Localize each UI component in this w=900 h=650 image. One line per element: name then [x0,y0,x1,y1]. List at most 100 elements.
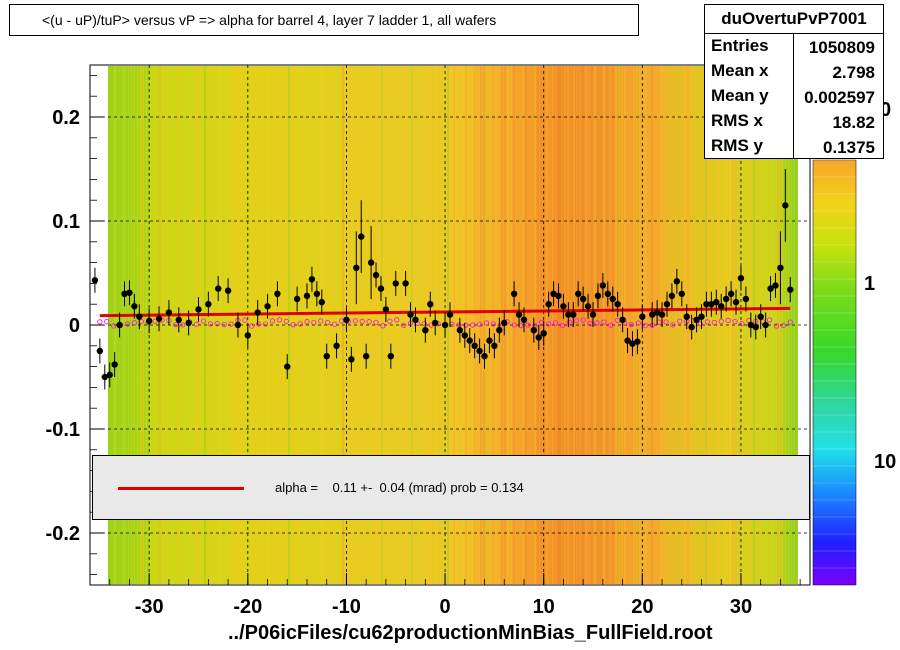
open-marker [421,321,427,327]
profile-point [165,309,173,316]
profile-point [663,301,671,308]
colorbar-label-0: 0 [880,99,891,121]
profile-point [466,337,473,344]
open-marker [249,323,255,329]
heatmap-stripe [363,66,365,584]
profile-point [520,316,528,323]
heatmap-stripe [267,66,269,584]
heatmap-stripe [213,66,215,584]
profile-point [688,323,695,331]
open-marker [401,322,407,328]
open-marker [704,319,711,325]
open-marker [262,321,269,327]
profile-point [358,233,365,240]
heatmap-stripe [219,66,221,584]
x-tick-label: 20 [631,596,653,618]
profile-point [491,342,498,349]
open-marker [490,321,496,327]
profile-point [274,290,281,297]
profile-point [619,316,626,323]
profile-point [456,327,464,334]
heatmap-stripe [423,66,425,584]
open-marker [387,318,393,324]
profile-point [224,287,232,294]
stats-value: 18.82 [832,113,875,132]
open-marker [511,322,517,328]
profile-point [303,292,311,300]
profile-point [575,290,582,297]
profile-point [604,290,612,297]
profile-point [629,340,636,347]
open-marker [773,323,780,329]
open-marker [470,322,476,328]
heatmap-stripe [675,66,677,584]
heatmap-stripe [585,66,587,584]
heatmap-stripe [513,66,515,584]
open-marker [483,320,490,326]
profile-point [412,316,419,323]
open-marker [559,322,566,329]
stats-row-entries: Entries 1050809 [705,34,883,59]
open-marker [359,318,365,324]
profile-point [762,321,769,329]
profile-point [510,290,518,297]
heatmap-stripe [477,66,479,584]
heatmap-stripe [369,66,371,584]
heatmap-stripe [165,66,167,584]
open-marker [104,319,110,325]
open-marker [318,318,324,324]
heatmap-stripe [531,66,533,584]
open-marker [546,321,552,327]
heatmap-stripe [243,66,245,584]
profile-point [481,353,488,360]
open-marker [221,321,227,328]
profile-point [136,313,143,320]
profile-point [757,313,764,320]
heatmap-stripe [483,66,485,584]
profile-point [175,316,182,323]
heatmap-stripe [711,66,713,584]
x-tick-label: -20 [233,596,262,618]
open-marker [193,321,200,327]
heatmap-stripe [717,66,719,584]
profile-point [772,282,779,289]
profile-point [639,313,646,320]
heatmap-stripe [357,66,359,584]
stats-name: duOvertuPvP7001 [705,5,883,34]
fit-legend: alpha = 0.11 +- 0.04 (mrad) prob = 0.134 [92,455,810,520]
profile-point [377,285,385,292]
open-marker [352,318,358,324]
open-marker [635,320,641,326]
colorbar-bands [813,159,856,569]
profile-point [185,319,192,327]
heatmap-stripe [561,66,563,584]
profile-point [708,301,715,308]
heatmap-stripe [609,66,611,584]
profile-point [427,301,434,308]
heatmap-stripe [417,66,419,584]
stats-key: RMS y [711,136,763,155]
plot-title-text: <(u - uP)/tuP> versus vP => alpha for ba… [42,12,497,28]
stats-key: Entries [711,36,769,55]
heatmap-stripe [387,66,389,584]
heatmap-stripe [669,66,671,584]
profile-point [234,321,242,329]
heatmap-stripe [537,66,539,584]
colorbar [812,159,857,586]
heatmap-stripe [471,66,473,584]
heatmap-stripe [663,66,665,584]
profile-point [106,371,113,379]
heatmap-stripe [135,66,137,584]
profile-point [742,295,750,303]
open-marker [242,317,248,323]
profile-point [732,298,740,306]
fit-legend-text: alpha = 0.11 +- 0.04 (mrad) prob = 0.134 [275,480,524,495]
axes-group: -30 -20 -10 0 10 20 30 -0.2 -0.1 0 0.1 0.2 [46,75,801,618]
profile-point [599,282,607,289]
stats-row-rms-x: RMS x 18.82 [705,109,883,134]
open-marker [373,319,379,325]
profile-point [348,356,355,363]
open-marker [97,319,103,325]
stats-value: 0.1375 [823,138,875,157]
profile-point [441,321,449,329]
